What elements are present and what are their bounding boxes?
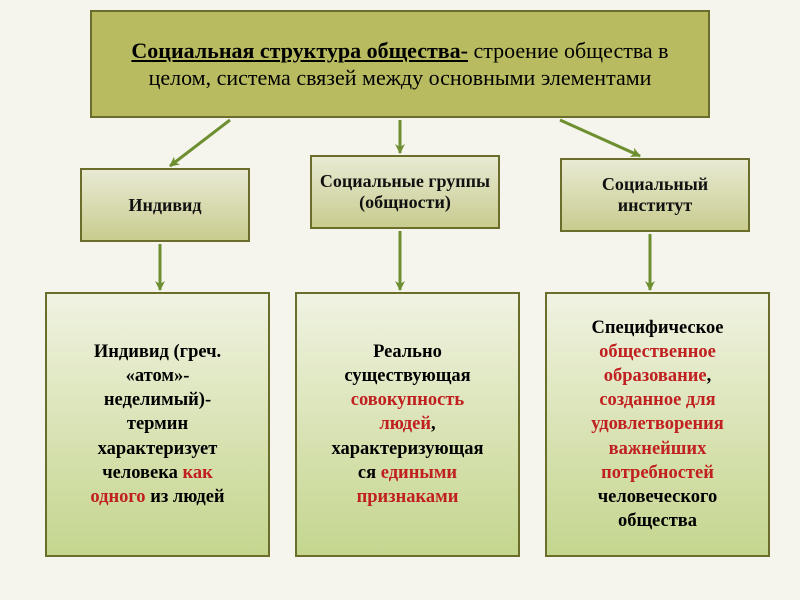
def-box-individ: Индивид (греч. «атом»- неделимый)- терми… [45,292,270,557]
mid-label-3: Социальный институт [568,174,742,216]
def-text-1: Индивид (греч. «атом»- неделимый)- терми… [90,340,224,508]
def-text-3: Специфическое общественное образование, … [591,316,724,532]
def-box-institute: Специфическое общественное образование, … [545,292,770,557]
mid-box-individ: Индивид [80,168,250,242]
mid-label-2: Социальные группы (общности) [318,171,492,213]
header-title-bold: Социальная структура общества- [131,38,468,63]
mid-box-groups: Социальные группы (общности) [310,155,500,229]
def-text-2: Реально существующая совокупность людей,… [331,340,483,508]
mid-label-1: Индивид [128,195,201,216]
header-box: Социальная структура общества- строение … [90,10,710,118]
header-text: Социальная структура общества- строение … [92,31,708,98]
mid-box-institute: Социальный институт [560,158,750,232]
def-box-groups: Реально существующая совокупность людей,… [295,292,520,557]
